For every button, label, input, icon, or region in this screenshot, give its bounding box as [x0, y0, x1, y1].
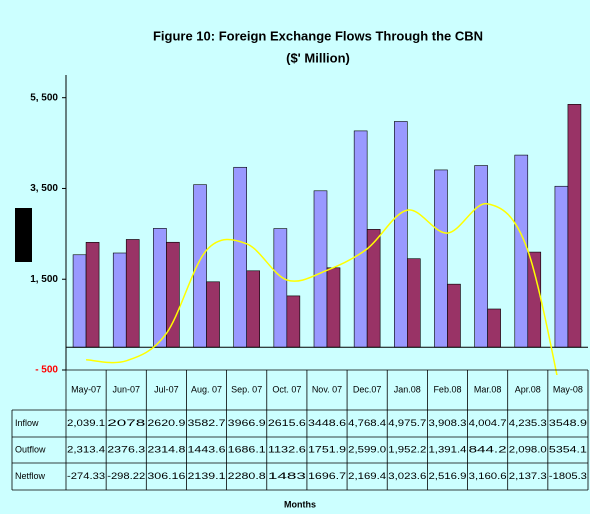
x-tick-label: Nov. 07	[312, 384, 342, 394]
table-cell: 2,137.3	[509, 471, 547, 481]
decoration	[15, 208, 32, 262]
table-cell: 2615.6	[268, 418, 306, 428]
table-cell: 2314.8	[147, 444, 185, 454]
bar	[286, 295, 301, 348]
table-cell: 2139.1	[188, 471, 226, 481]
bar	[72, 254, 87, 348]
legend-label: Outflow	[15, 444, 46, 454]
table-cell: 3,023.6	[388, 471, 426, 481]
x-tick-label: Jul-07	[154, 384, 179, 394]
bar	[527, 251, 542, 348]
bar	[407, 258, 421, 348]
table-cell: 1132.6	[268, 444, 306, 454]
table-cell: 306.16	[147, 471, 185, 481]
table-cell: -1805.3	[549, 471, 587, 481]
table-cell: 3,160.6	[469, 471, 507, 481]
x-tick-label: May-07	[71, 384, 101, 394]
x-tick-label: Mar.08	[474, 384, 502, 394]
table-cell: 3448.6	[308, 418, 346, 428]
table-cell: 844.2	[469, 444, 507, 454]
table-cell: 1686.1	[228, 444, 266, 454]
x-tick-label: Feb.08	[433, 384, 461, 394]
bar	[85, 242, 100, 348]
netflow-line	[86, 203, 558, 375]
bar	[554, 185, 569, 348]
y-tick-label: 3, 500	[30, 183, 58, 194]
table-cell: 1443.6	[188, 444, 226, 454]
x-tick-label: Apr.08	[515, 384, 541, 394]
bar	[153, 228, 167, 348]
bar	[394, 121, 408, 348]
bar	[474, 165, 488, 348]
chart-title: Figure 10: Foreign Exchange Flows Throug…	[153, 28, 483, 43]
table-cell: 5354.1	[549, 444, 587, 454]
table-cell: 2,098.0	[509, 444, 547, 454]
table-cell: 3966.9	[228, 418, 266, 428]
bar	[447, 283, 461, 348]
y-tick-label: - 500	[35, 365, 58, 376]
table-cell: 3582.7	[188, 418, 226, 428]
x-tick-label: Dec.07	[353, 384, 382, 394]
x-tick-label: Jan.08	[394, 384, 421, 394]
table-cell: 2280.8	[228, 471, 266, 481]
bar	[514, 154, 529, 348]
chart-subtitle: ($' Million)	[286, 50, 350, 65]
table-cell: 4,768.4	[348, 418, 386, 428]
table-cell: 2,039.1	[67, 418, 105, 428]
x-tick-label: May-08	[553, 384, 583, 394]
table-cell: 3,908.3	[428, 418, 466, 428]
table-cell: 4,235.3	[509, 418, 547, 428]
bar	[193, 184, 207, 348]
line-group	[86, 203, 558, 375]
table-cell: 2376.3	[107, 444, 145, 454]
table-cell: 2,599.0	[348, 444, 386, 454]
table-cell: 4,004.7	[469, 418, 507, 428]
x-axis-label: Months	[284, 499, 316, 509]
table-cell: -298.22	[107, 471, 145, 481]
table-cell: 1483	[268, 471, 306, 481]
bar	[246, 270, 260, 348]
table-cell: 2620.9	[147, 418, 185, 428]
bar	[434, 169, 448, 348]
x-tick-label: Sep. 07	[231, 384, 262, 394]
x-tick-label: Aug. 07	[191, 384, 222, 394]
table-cell: 1696.7	[308, 471, 346, 481]
table-cell: 1751.9	[308, 444, 346, 454]
bar	[353, 130, 368, 348]
legend-label: Inflow	[15, 418, 39, 428]
table-cell: 1,952.2	[388, 444, 426, 454]
bar	[112, 252, 127, 348]
y-tick-label: 5, 500	[30, 92, 58, 103]
table-cell: 4,975.7	[388, 418, 426, 428]
y-tick-label: 1, 500	[30, 274, 58, 285]
table-cell: 2,313.4	[67, 444, 105, 454]
table-cell: 2,516.9	[428, 471, 466, 481]
bar	[567, 104, 582, 348]
bar	[313, 190, 328, 348]
bar	[206, 281, 220, 348]
bar	[326, 267, 341, 348]
table-cell: -274.33	[67, 471, 105, 481]
bar	[233, 166, 247, 348]
x-tick-label: Jun-07	[112, 384, 140, 394]
table-cell: 3548.9	[549, 418, 587, 428]
legend-label: Netflow	[15, 471, 46, 481]
table-cell: 1,391.4	[428, 444, 466, 454]
bar	[125, 239, 140, 348]
x-tick-label: Oct. 07	[272, 384, 301, 394]
table-cell: 2,169.4	[348, 471, 386, 481]
bar	[273, 228, 288, 348]
bar	[487, 308, 501, 348]
table-cell: 2078	[107, 418, 145, 428]
